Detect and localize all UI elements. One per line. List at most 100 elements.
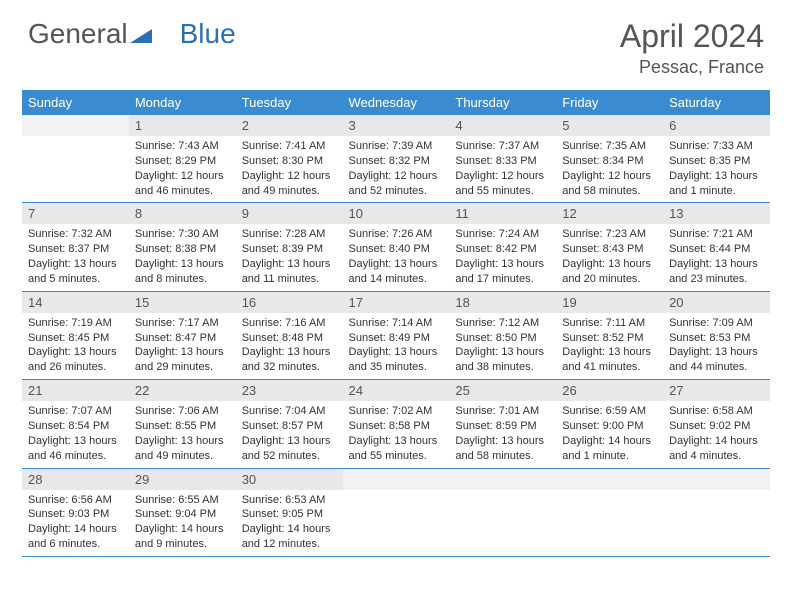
week-row: 1Sunrise: 7:43 AMSunset: 8:29 PMDaylight… (22, 115, 770, 203)
daylight: Daylight: 13 hours and 35 minutes. (349, 345, 444, 375)
day-cell: 17Sunrise: 7:14 AMSunset: 8:49 PMDayligh… (343, 291, 450, 379)
day-cell: 2Sunrise: 7:41 AMSunset: 8:30 PMDaylight… (236, 115, 343, 203)
sunset: Sunset: 8:52 PM (562, 331, 657, 346)
sunset: Sunset: 8:50 PM (455, 331, 550, 346)
daylight: Daylight: 13 hours and 1 minute. (669, 169, 764, 199)
sunrise: Sunrise: 7:32 AM (28, 227, 123, 242)
day-number: 25 (449, 380, 556, 401)
sunrise: Sunrise: 7:30 AM (135, 227, 230, 242)
daylight: Daylight: 12 hours and 55 minutes. (455, 169, 550, 199)
dow-header: Friday (556, 90, 663, 115)
sunrise: Sunrise: 6:59 AM (562, 404, 657, 419)
day-number: 16 (236, 292, 343, 313)
day-info: Sunrise: 7:19 AMSunset: 8:45 PMDaylight:… (22, 313, 129, 379)
day-info: Sunrise: 6:59 AMSunset: 9:00 PMDaylight:… (556, 401, 663, 467)
day-number: 17 (343, 292, 450, 313)
day-cell: 1Sunrise: 7:43 AMSunset: 8:29 PMDaylight… (129, 115, 236, 203)
day-cell: 27Sunrise: 6:58 AMSunset: 9:02 PMDayligh… (663, 380, 770, 468)
day-cell: 30Sunrise: 6:53 AMSunset: 9:05 PMDayligh… (236, 468, 343, 556)
day-info: Sunrise: 7:11 AMSunset: 8:52 PMDaylight:… (556, 313, 663, 379)
day-number: 4 (449, 115, 556, 136)
day-cell: 11Sunrise: 7:24 AMSunset: 8:42 PMDayligh… (449, 203, 556, 291)
week-row: 21Sunrise: 7:07 AMSunset: 8:54 PMDayligh… (22, 380, 770, 468)
day-number: 8 (129, 203, 236, 224)
day-number: 12 (556, 203, 663, 224)
day-info: Sunrise: 7:28 AMSunset: 8:39 PMDaylight:… (236, 224, 343, 290)
day-number: 28 (22, 469, 129, 490)
day-info: Sunrise: 7:37 AMSunset: 8:33 PMDaylight:… (449, 136, 556, 202)
day-number: 19 (556, 292, 663, 313)
sunrise: Sunrise: 7:24 AM (455, 227, 550, 242)
dow-header: Monday (129, 90, 236, 115)
day-cell: 18Sunrise: 7:12 AMSunset: 8:50 PMDayligh… (449, 291, 556, 379)
week-row: 14Sunrise: 7:19 AMSunset: 8:45 PMDayligh… (22, 291, 770, 379)
sunrise: Sunrise: 6:56 AM (28, 493, 123, 508)
day-cell (556, 468, 663, 556)
day-number (343, 469, 450, 490)
day-cell: 23Sunrise: 7:04 AMSunset: 8:57 PMDayligh… (236, 380, 343, 468)
day-info: Sunrise: 7:04 AMSunset: 8:57 PMDaylight:… (236, 401, 343, 467)
day-number: 29 (129, 469, 236, 490)
day-info: Sunrise: 7:21 AMSunset: 8:44 PMDaylight:… (663, 224, 770, 290)
day-number: 27 (663, 380, 770, 401)
sunrise: Sunrise: 7:06 AM (135, 404, 230, 419)
day-cell: 9Sunrise: 7:28 AMSunset: 8:39 PMDaylight… (236, 203, 343, 291)
sunset: Sunset: 8:29 PM (135, 154, 230, 169)
day-cell: 28Sunrise: 6:56 AMSunset: 9:03 PMDayligh… (22, 468, 129, 556)
daylight: Daylight: 13 hours and 55 minutes. (349, 434, 444, 464)
day-cell: 29Sunrise: 6:55 AMSunset: 9:04 PMDayligh… (129, 468, 236, 556)
day-cell: 22Sunrise: 7:06 AMSunset: 8:55 PMDayligh… (129, 380, 236, 468)
day-info: Sunrise: 6:56 AMSunset: 9:03 PMDaylight:… (22, 490, 129, 556)
sunset: Sunset: 8:43 PM (562, 242, 657, 257)
daylight: Daylight: 13 hours and 52 minutes. (242, 434, 337, 464)
header: General Blue April 2024 Pessac, France (0, 0, 792, 86)
day-cell: 20Sunrise: 7:09 AMSunset: 8:53 PMDayligh… (663, 291, 770, 379)
day-info: Sunrise: 7:16 AMSunset: 8:48 PMDaylight:… (236, 313, 343, 379)
daylight: Daylight: 13 hours and 17 minutes. (455, 257, 550, 287)
daylight: Daylight: 13 hours and 41 minutes. (562, 345, 657, 375)
daylight: Daylight: 12 hours and 52 minutes. (349, 169, 444, 199)
day-info: Sunrise: 7:14 AMSunset: 8:49 PMDaylight:… (343, 313, 450, 379)
day-number (449, 469, 556, 490)
sunrise: Sunrise: 7:07 AM (28, 404, 123, 419)
day-info: Sunrise: 7:17 AMSunset: 8:47 PMDaylight:… (129, 313, 236, 379)
sunrise: Sunrise: 7:28 AM (242, 227, 337, 242)
sunset: Sunset: 9:03 PM (28, 507, 123, 522)
daylight: Daylight: 14 hours and 4 minutes. (669, 434, 764, 464)
sunset: Sunset: 8:58 PM (349, 419, 444, 434)
day-number (556, 469, 663, 490)
sunset: Sunset: 8:53 PM (669, 331, 764, 346)
sunset: Sunset: 8:33 PM (455, 154, 550, 169)
day-cell: 24Sunrise: 7:02 AMSunset: 8:58 PMDayligh… (343, 380, 450, 468)
sunset: Sunset: 8:47 PM (135, 331, 230, 346)
day-cell: 15Sunrise: 7:17 AMSunset: 8:47 PMDayligh… (129, 291, 236, 379)
day-number: 2 (236, 115, 343, 136)
logo-text-1: General (28, 18, 128, 50)
day-cell: 4Sunrise: 7:37 AMSunset: 8:33 PMDaylight… (449, 115, 556, 203)
day-number: 5 (556, 115, 663, 136)
daylight: Daylight: 13 hours and 11 minutes. (242, 257, 337, 287)
day-info: Sunrise: 7:33 AMSunset: 8:35 PMDaylight:… (663, 136, 770, 202)
dow-header: Wednesday (343, 90, 450, 115)
day-info: Sunrise: 7:43 AMSunset: 8:29 PMDaylight:… (129, 136, 236, 202)
day-info: Sunrise: 7:12 AMSunset: 8:50 PMDaylight:… (449, 313, 556, 379)
sunrise: Sunrise: 7:35 AM (562, 139, 657, 154)
day-info: Sunrise: 7:06 AMSunset: 8:55 PMDaylight:… (129, 401, 236, 467)
day-number: 15 (129, 292, 236, 313)
day-number: 20 (663, 292, 770, 313)
month-title: April 2024 (620, 18, 764, 55)
daylight: Daylight: 13 hours and 32 minutes. (242, 345, 337, 375)
day-number: 3 (343, 115, 450, 136)
sunrise: Sunrise: 7:11 AM (562, 316, 657, 331)
daylight: Daylight: 13 hours and 5 minutes. (28, 257, 123, 287)
logo-text-2: Blue (180, 18, 236, 50)
day-number: 13 (663, 203, 770, 224)
day-info: Sunrise: 7:32 AMSunset: 8:37 PMDaylight:… (22, 224, 129, 290)
daylight: Daylight: 13 hours and 44 minutes. (669, 345, 764, 375)
day-number: 11 (449, 203, 556, 224)
sunrise: Sunrise: 7:02 AM (349, 404, 444, 419)
sunset: Sunset: 9:00 PM (562, 419, 657, 434)
sunset: Sunset: 8:32 PM (349, 154, 444, 169)
day-cell: 25Sunrise: 7:01 AMSunset: 8:59 PMDayligh… (449, 380, 556, 468)
day-number: 9 (236, 203, 343, 224)
